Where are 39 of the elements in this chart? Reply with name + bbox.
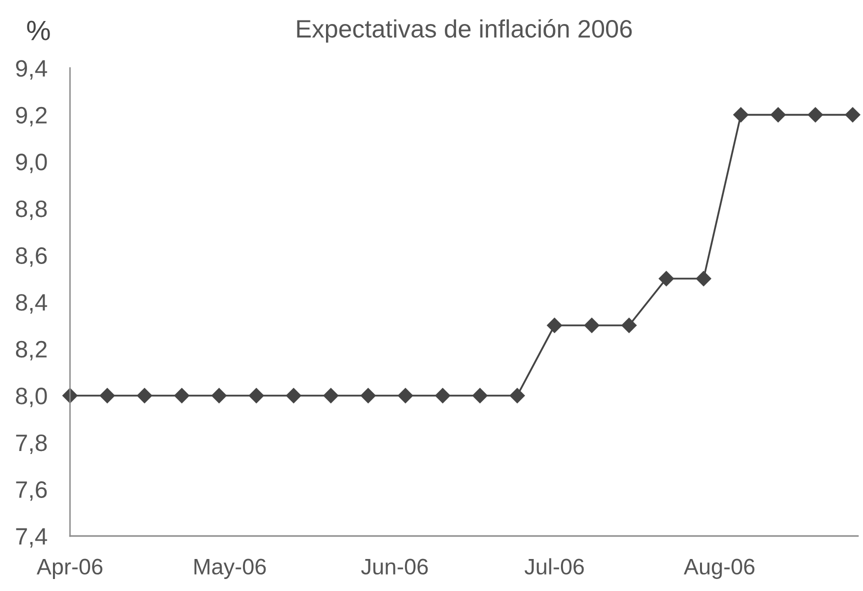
point	[509, 388, 526, 404]
point	[658, 270, 674, 286]
point	[770, 106, 786, 123]
y-tick-label: 8,6	[16, 247, 47, 267]
point	[844, 106, 861, 123]
y-tick-label: 7,8	[16, 434, 47, 454]
x-tick-label: Aug-06	[684, 558, 754, 579]
point	[696, 270, 712, 286]
point	[211, 388, 227, 404]
point	[174, 388, 190, 404]
x-tick-label: Apr-06	[36, 558, 102, 579]
point	[584, 318, 600, 334]
point	[323, 388, 339, 404]
point	[136, 388, 152, 404]
point	[472, 388, 488, 404]
point	[733, 106, 749, 123]
point	[621, 318, 637, 334]
x-tick-label: May-06	[194, 558, 266, 579]
y-tick-label: 8,4	[16, 294, 48, 314]
point	[286, 388, 302, 404]
point	[99, 388, 116, 404]
y-tick-label: 9,4	[16, 60, 48, 80]
y-tick-label: 8,2	[16, 340, 47, 360]
y-tick-label: 8,0	[16, 388, 47, 408]
point	[546, 318, 562, 334]
y-axis-title: %	[27, 20, 50, 40]
y-tick-label: 7,6	[16, 481, 47, 501]
point	[808, 106, 824, 123]
point	[398, 388, 414, 404]
point	[248, 388, 264, 404]
point	[360, 388, 376, 404]
y-tick-label: 9,0	[16, 154, 47, 174]
y-tick-label: 9,2	[16, 106, 47, 126]
point	[434, 388, 451, 404]
x-tick-label: Jun-06	[361, 558, 428, 575]
y-tick-label: 8,8	[16, 200, 47, 220]
chart-title: Expectativas de inflación 2006	[297, 19, 632, 43]
y-tick-label: 7,4	[16, 528, 48, 548]
x-tick-label: Jul-06	[524, 558, 584, 575]
